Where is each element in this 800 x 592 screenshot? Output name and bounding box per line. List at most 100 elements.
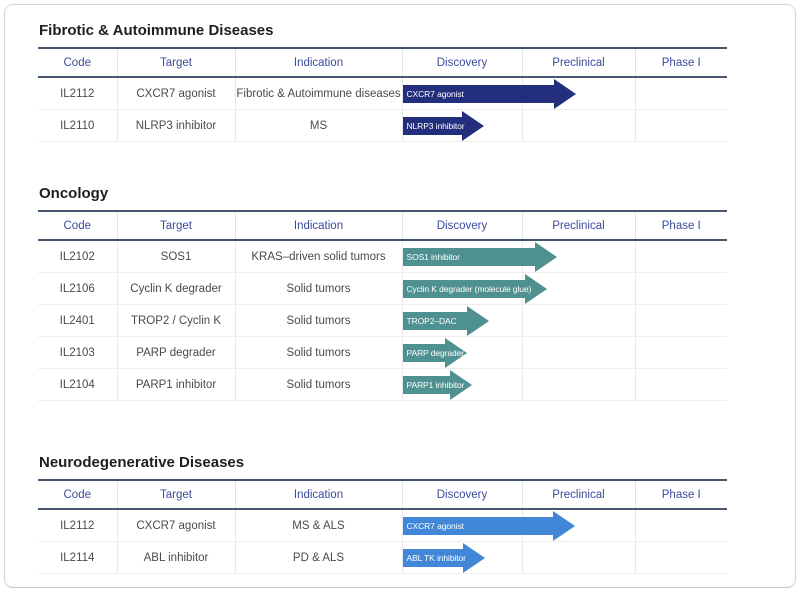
arrow-head-icon	[552, 510, 575, 541]
preclinical-cell	[522, 368, 636, 401]
preclinical-cell	[522, 109, 636, 142]
target-cell: PARP1 inhibitor	[117, 368, 236, 401]
arrow-label: TROP2–DAC	[406, 315, 457, 326]
pipeline-progress-arrow: TROP2–DAC	[402, 305, 489, 336]
column-header-target: Target	[117, 47, 236, 78]
arrow-head-icon	[534, 241, 557, 272]
column-header-preclinical: Preclinical	[522, 47, 636, 78]
preclinical-cell	[522, 541, 636, 574]
discovery-cell: Cyclin K degrader (molecule glue)	[402, 272, 547, 305]
section-neurodegenerative: Neurodegenerative Diseases Code Target I…	[38, 453, 795, 574]
column-header-phase1: Phase I	[635, 210, 727, 241]
preclinical-cell	[522, 304, 636, 337]
preclinical-cell	[522, 336, 636, 369]
column-header-indication: Indication	[235, 479, 403, 510]
phase1-cell	[635, 336, 727, 369]
arrow-body	[402, 84, 554, 103]
discovery-cell: ABL TK inhibitor	[402, 541, 523, 574]
discovery-cell: NLRP3 inhibitor	[402, 109, 523, 142]
indication-cell: Solid tumors	[235, 272, 403, 305]
pipeline-panel: Fibrotic & Autoimmune Diseases Code Targ…	[4, 4, 796, 588]
header-row: Code Target Indication Discovery Preclin…	[38, 210, 727, 241]
arrow-label: CXCR7 agonist	[406, 88, 464, 99]
discovery-cell: PARP1 inhibitor	[402, 368, 523, 401]
code-cell: IL2112	[38, 77, 118, 110]
pipeline-table-oncology: Code Target Indication Discovery Preclin…	[38, 210, 727, 401]
section-fibrotic-autoimmune: Fibrotic & Autoimmune Diseases Code Targ…	[38, 21, 795, 142]
arrow-body	[402, 279, 525, 298]
arrow-label: SOS1 inhibitor	[406, 251, 461, 262]
arrow-body	[402, 247, 535, 266]
indication-cell: Fibrotic & Autoimmune diseases	[235, 77, 403, 110]
arrow-head-icon	[449, 369, 472, 400]
indication-cell: Solid tumors	[235, 336, 403, 369]
discovery-cell: PARP degrader	[402, 336, 523, 369]
phase1-cell	[635, 109, 727, 142]
arrow-label: CXCR7 agonist	[406, 520, 464, 531]
column-header-discovery: Discovery	[402, 479, 523, 510]
header-row: Code Target Indication Discovery Preclin…	[38, 479, 727, 510]
arrow-body	[402, 116, 462, 135]
pipeline-progress-arrow: ABL TK inhibitor	[402, 542, 485, 573]
code-cell: IL2104	[38, 368, 118, 401]
target-cell: CXCR7 agonist	[117, 77, 236, 110]
code-cell: IL2106	[38, 272, 118, 305]
section-title: Fibrotic & Autoimmune Diseases	[39, 22, 274, 39]
pipeline-progress-arrow: PARP1 inhibitor	[402, 369, 472, 400]
phase1-cell	[635, 509, 727, 542]
arrow-head-icon	[444, 337, 467, 368]
pipeline-table-neuro: Code Target Indication Discovery Preclin…	[38, 479, 727, 574]
arrow-body	[402, 548, 463, 567]
arrow-head-icon	[466, 305, 489, 336]
indication-cell: Solid tumors	[235, 368, 403, 401]
column-header-target: Target	[117, 479, 236, 510]
target-cell: NLRP3 inhibitor	[117, 109, 236, 142]
phase1-cell	[635, 77, 727, 110]
table-row: IL2110 NLRP3 inhibitor MS NLRP3 inhibito…	[38, 109, 727, 142]
discovery-cell: TROP2–DAC	[402, 304, 523, 337]
section-title: Oncology	[39, 185, 109, 202]
arrow-label: PARP degrader	[406, 347, 465, 358]
code-cell: IL2114	[38, 541, 118, 574]
column-header-phase1: Phase I	[635, 479, 727, 510]
section-oncology: Oncology Code Target Indication Discover…	[38, 184, 795, 401]
arrow-body	[402, 375, 450, 394]
target-cell: ABL inhibitor	[117, 541, 236, 574]
table-row: IL2102 SOS1 KRAS–driven solid tumors SOS…	[38, 240, 727, 273]
column-header-preclinical: Preclinical	[522, 479, 636, 510]
arrow-label: NLRP3 inhibitor	[406, 120, 465, 131]
arrow-body	[402, 311, 467, 330]
pipeline-table-fibrotic: Code Target Indication Discovery Preclin…	[38, 47, 727, 142]
panel-content: Fibrotic & Autoimmune Diseases Code Targ…	[5, 5, 795, 574]
indication-cell: MS	[235, 109, 403, 142]
pipeline-progress-arrow: SOS1 inhibitor	[402, 241, 557, 272]
indication-cell: MS & ALS	[235, 509, 403, 542]
table-row: IL2103 PARP degrader Solid tumors PARP d…	[38, 336, 727, 369]
phase1-cell	[635, 272, 727, 305]
table-row: IL2106 Cyclin K degrader Solid tumors Cy…	[38, 272, 727, 305]
discovery-cell: CXCR7 agonist	[402, 509, 575, 542]
arrow-head-icon	[461, 110, 484, 141]
column-header-discovery: Discovery	[402, 47, 523, 78]
indication-cell: PD & ALS	[235, 541, 403, 574]
preclinical-cell	[522, 77, 636, 110]
pipeline-progress-arrow: CXCR7 agonist	[402, 78, 576, 109]
indication-cell: Solid tumors	[235, 304, 403, 337]
discovery-cell: CXCR7 agonist	[402, 77, 576, 110]
column-header-code: Code	[38, 479, 118, 510]
arrow-head-icon	[553, 78, 576, 109]
discovery-cell: SOS1 inhibitor	[402, 240, 557, 273]
target-cell: CXCR7 agonist	[117, 509, 236, 542]
phase1-cell	[635, 368, 727, 401]
phase1-cell	[635, 541, 727, 574]
column-header-code: Code	[38, 210, 118, 241]
arrow-label: Cyclin K degrader (molecule glue)	[406, 283, 532, 294]
column-header-indication: Indication	[235, 210, 403, 241]
table-row: IL2112 CXCR7 agonist MS & ALS CXCR7 agon…	[38, 509, 727, 542]
arrow-body	[402, 343, 445, 362]
table-row: IL2401 TROP2 / Cyclin K Solid tumors TRO…	[38, 304, 727, 337]
section-title: Neurodegenerative Diseases	[39, 454, 245, 471]
pipeline-progress-arrow: CXCR7 agonist	[402, 510, 575, 541]
column-header-code: Code	[38, 47, 118, 78]
target-cell: PARP degrader	[117, 336, 236, 369]
